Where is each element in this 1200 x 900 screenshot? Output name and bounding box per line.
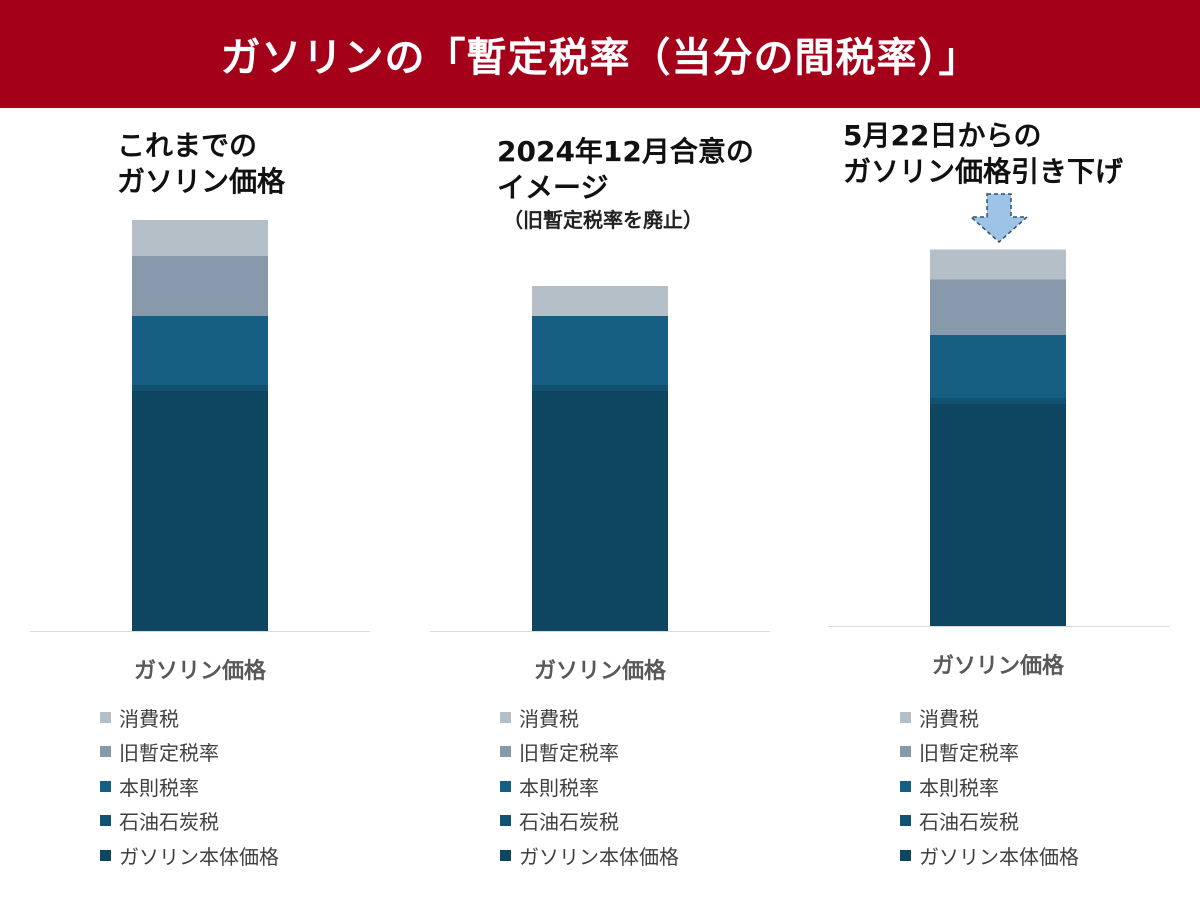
- bar-segment-petroleum-coal-tax: [930, 398, 1066, 404]
- legend-swatch: [900, 780, 911, 792]
- panel-heading-current: これまでの ガソリン価格: [117, 128, 285, 200]
- legend-item-consumption-tax: 消費税: [900, 700, 1079, 735]
- bar-segment-base-rate: [132, 316, 268, 385]
- legend-item-gasoline-base-price: ガソリン本体価格: [900, 838, 1079, 873]
- legend-item-base-rate: 本則税率: [900, 769, 1079, 804]
- legend-label: 旧暫定税率: [119, 741, 219, 766]
- legend-item-former-provisional-rate: 旧暫定税率: [900, 735, 1079, 770]
- panel-heading-may22: 5月22日からの ガソリン価格引き下げ: [843, 118, 1123, 190]
- legend-swatch: [100, 746, 111, 758]
- legend-label: ガソリン本体価格: [519, 844, 679, 869]
- heading-line: ガソリン価格: [117, 165, 286, 198]
- heading-line: 5月22日からの: [843, 119, 1042, 152]
- legend-label: 石油石炭税: [119, 810, 219, 835]
- heading-line: 2024年12月合意の: [497, 135, 754, 168]
- legend-item-petroleum-coal-tax: 石油石炭税: [900, 804, 1079, 839]
- bar-segment-base-rate: [532, 316, 668, 385]
- legend-item-consumption-tax: 消費税: [100, 700, 279, 735]
- down-arrow-icon: [969, 193, 1029, 244]
- x-category-label: ガソリン価格: [932, 653, 1065, 679]
- legend-swatch: [100, 849, 111, 861]
- legend-current: 消費税旧暫定税率本則税率石油石炭税ガソリン本体価格: [100, 700, 279, 873]
- legend-swatch: [500, 746, 511, 758]
- bar-segment-petroleum-coal-tax: [532, 385, 668, 391]
- legend-label: 消費税: [119, 706, 179, 731]
- legend-swatch: [100, 711, 111, 723]
- legend-item-gasoline-base-price: ガソリン本体価格: [100, 838, 279, 873]
- legend-swatch: [100, 780, 111, 792]
- bar-segment-gasoline-base-price: [930, 404, 1066, 626]
- legend-swatch: [900, 711, 911, 723]
- heading-note: （旧暫定税率を廃止）: [503, 208, 703, 232]
- bar-segment-base-rate: [930, 335, 1066, 398]
- panel-heading-agreement: 2024年12月合意の イメージ （旧暫定税率を廃止）: [497, 134, 754, 234]
- legend-label: 本則税率: [919, 775, 999, 800]
- bar-segment-gasoline-base-price: [532, 391, 668, 631]
- x-category-label: ガソリン価格: [134, 658, 267, 684]
- legend-swatch: [900, 815, 911, 827]
- bar-segment-former-provisional-rate: [132, 256, 268, 316]
- legend-label: 消費税: [519, 706, 579, 731]
- legend-label: 石油石炭税: [919, 810, 1019, 835]
- legend-swatch: [900, 746, 911, 758]
- stacked-bar-chart-1: ガソリン価格: [30, 220, 370, 684]
- legend-item-gasoline-base-price: ガソリン本体価格: [500, 838, 679, 873]
- legend-item-former-provisional-rate: 旧暫定税率: [100, 735, 279, 770]
- legend-label: 旧暫定税率: [919, 741, 1019, 766]
- legend-label: 本則税率: [519, 775, 599, 800]
- legend-item-base-rate: 本則税率: [500, 769, 679, 804]
- heading-line: ガソリン価格引き下げ: [843, 155, 1124, 188]
- legend-swatch: [500, 780, 511, 792]
- legend-item-petroleum-coal-tax: 石油石炭税: [100, 804, 279, 839]
- legend-label: 消費税: [919, 706, 979, 731]
- legend-item-petroleum-coal-tax: 石油石炭税: [500, 804, 679, 839]
- x-category-label: ガソリン価格: [534, 658, 667, 684]
- legend-swatch: [100, 815, 111, 827]
- bar-segment-former-provisional-rate: [930, 279, 1066, 335]
- legend-swatch: [500, 849, 511, 861]
- legend-item-consumption-tax: 消費税: [500, 700, 679, 735]
- legend-label: ガソリン本体価格: [119, 844, 279, 869]
- page-title: ガソリンの「暫定税率（当分の間税率）」: [220, 35, 980, 81]
- legend-item-former-provisional-rate: 旧暫定税率: [500, 735, 679, 770]
- legend-label: 本則税率: [119, 775, 199, 800]
- legend-label: 旧暫定税率: [519, 741, 619, 766]
- legend-swatch: [500, 815, 511, 827]
- stacked-bar-chart-2: ガソリン価格: [430, 286, 770, 684]
- stacked-bar-chart-3: ガソリン価格: [828, 249, 1170, 679]
- title-banner: ガソリンの「暫定税率（当分の間税率）」: [0, 0, 1200, 108]
- bar-segment-gasoline-base-price: [132, 391, 268, 631]
- legend-agreement: 消費税旧暫定税率本則税率石油石炭税ガソリン本体価格: [500, 700, 679, 873]
- legend-item-base-rate: 本則税率: [100, 769, 279, 804]
- heading-line: イメージ: [497, 171, 609, 204]
- heading-line: これまでの: [117, 129, 258, 162]
- bar-segment-consumption-tax: [532, 286, 668, 316]
- bar-segment-consumption-tax: [132, 220, 268, 256]
- legend-label: ガソリン本体価格: [919, 844, 1079, 869]
- legend-may22: 消費税旧暫定税率本則税率石油石炭税ガソリン本体価格: [900, 700, 1079, 873]
- legend-swatch: [500, 711, 511, 723]
- bar-segment-petroleum-coal-tax: [132, 385, 268, 391]
- bar-segment-consumption-tax: [930, 249, 1066, 280]
- legend-label: 石油石炭税: [519, 810, 619, 835]
- legend-swatch: [900, 849, 911, 861]
